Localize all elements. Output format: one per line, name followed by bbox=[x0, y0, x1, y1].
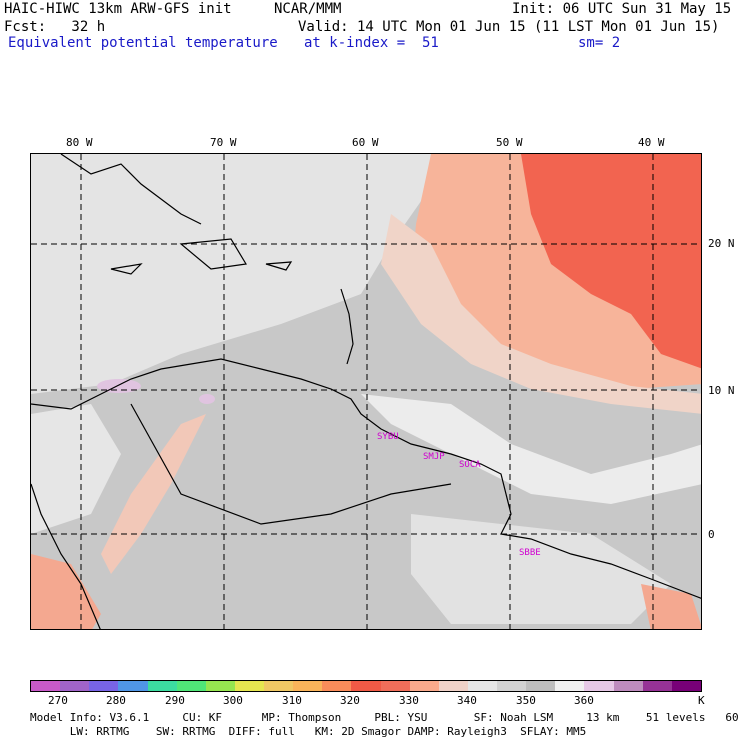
model-title: HAIC-HIWC 13km ARW-GFS init bbox=[4, 1, 232, 17]
jamaica-coast bbox=[110, 263, 143, 275]
colorbar-swatch bbox=[671, 681, 701, 691]
colorbar bbox=[30, 680, 702, 692]
colorbar-swatch bbox=[205, 681, 235, 691]
colorbar-label: 270 bbox=[48, 694, 68, 707]
lon-label-80w: 80 W bbox=[66, 136, 93, 149]
lesser-antilles bbox=[340, 288, 354, 365]
colorbar-swatch bbox=[526, 681, 556, 691]
colorbar-swatch bbox=[118, 681, 148, 691]
colorbar-label: 290 bbox=[165, 694, 185, 707]
colorbar-label: 360 bbox=[574, 694, 594, 707]
station-smjp: SMJP bbox=[423, 452, 445, 462]
field-name: Equivalent potential temperature bbox=[8, 35, 278, 51]
station-sbbe: SBBE bbox=[519, 548, 541, 558]
lat-lon-grid bbox=[31, 154, 701, 629]
colorbar-label: 340 bbox=[457, 694, 477, 707]
colorbar-label: 350 bbox=[516, 694, 536, 707]
colorbar-swatch bbox=[322, 681, 352, 691]
theta-e-map: SYBU SMJP SOCA SBBE bbox=[30, 153, 702, 630]
field-light-west bbox=[31, 404, 121, 534]
border-line bbox=[130, 403, 452, 525]
org-label: NCAR/MMM bbox=[274, 1, 342, 17]
colorbar-swatch bbox=[31, 681, 61, 691]
south-america-north-coast bbox=[31, 358, 701, 599]
colorbar-swatch bbox=[409, 681, 439, 691]
model-info-line1: Model Info: V3.6.1 CU: KF MP: Thompson P… bbox=[30, 711, 740, 724]
colorbar-unit: K bbox=[698, 694, 705, 707]
colorbar-swatch bbox=[176, 681, 206, 691]
lon-label-40w: 40 W bbox=[638, 136, 665, 149]
colorbar-swatch bbox=[497, 681, 527, 691]
lat-label-0: 0 bbox=[708, 528, 715, 541]
colorbar-label: 310 bbox=[282, 694, 302, 707]
colorbar-label: 280 bbox=[106, 694, 126, 707]
pacific-coast bbox=[31, 483, 101, 629]
colorbar-swatch bbox=[234, 681, 264, 691]
station-soca: SOCA bbox=[459, 460, 481, 470]
hispaniola-coast bbox=[179, 238, 247, 270]
colorbar-swatch bbox=[89, 681, 119, 691]
station-sybu: SYBU bbox=[377, 432, 399, 442]
lat-label-10n: 10 N bbox=[708, 384, 735, 397]
colorbar-swatch bbox=[380, 681, 410, 691]
lon-label-70w: 70 W bbox=[210, 136, 237, 149]
colorbar-label: 300 bbox=[223, 694, 243, 707]
field-warm-sw bbox=[31, 554, 101, 629]
colorbar-swatch bbox=[60, 681, 90, 691]
field-light-north bbox=[31, 154, 431, 394]
cuba-coast bbox=[60, 154, 202, 225]
colorbar-swatch bbox=[438, 681, 468, 691]
field-light-coast bbox=[361, 394, 701, 504]
puerto-rico-coast bbox=[265, 261, 293, 271]
colorbar-swatch bbox=[613, 681, 643, 691]
colorbar-label: 330 bbox=[399, 694, 419, 707]
model-info-line2: LW: RRTMG SW: RRTMG DIFF: full KM: 2D Sm… bbox=[30, 725, 587, 738]
colorbar-swatch bbox=[584, 681, 614, 691]
field-tan-band bbox=[381, 214, 701, 414]
field-warm-se bbox=[641, 584, 701, 629]
lon-label-50w: 50 W bbox=[496, 136, 523, 149]
field-lilac-spot bbox=[97, 379, 141, 393]
colorbar-swatch bbox=[642, 681, 672, 691]
colorbar-label: 320 bbox=[340, 694, 360, 707]
colorbar-swatch bbox=[147, 681, 177, 691]
forecast-hour: Fcst: 32 h bbox=[4, 19, 106, 35]
colorbar-swatch bbox=[264, 681, 294, 691]
lat-label-20n: 20 N bbox=[708, 237, 735, 250]
smoothing-label: sm= 2 bbox=[578, 35, 621, 51]
colorbar-swatch bbox=[467, 681, 497, 691]
colorbar-swatch bbox=[555, 681, 585, 691]
init-label: Init: 06 UTC Sun 31 May 15 bbox=[512, 1, 732, 17]
map-canvas bbox=[31, 154, 701, 629]
field-hot-ne bbox=[521, 154, 701, 369]
colorbar-swatch bbox=[351, 681, 381, 691]
field-lilac-spot bbox=[199, 394, 215, 404]
field-light-south bbox=[411, 514, 671, 624]
valid-time: Valid: 14 UTC Mon 01 Jun 15 (11 LST Mon … bbox=[298, 19, 720, 35]
level-label: at k-index = 51 bbox=[304, 35, 439, 51]
lon-label-60w: 60 W bbox=[352, 136, 379, 149]
field-andes-streak bbox=[101, 414, 206, 574]
colorbar-swatch bbox=[293, 681, 323, 691]
coastlines bbox=[31, 154, 701, 629]
